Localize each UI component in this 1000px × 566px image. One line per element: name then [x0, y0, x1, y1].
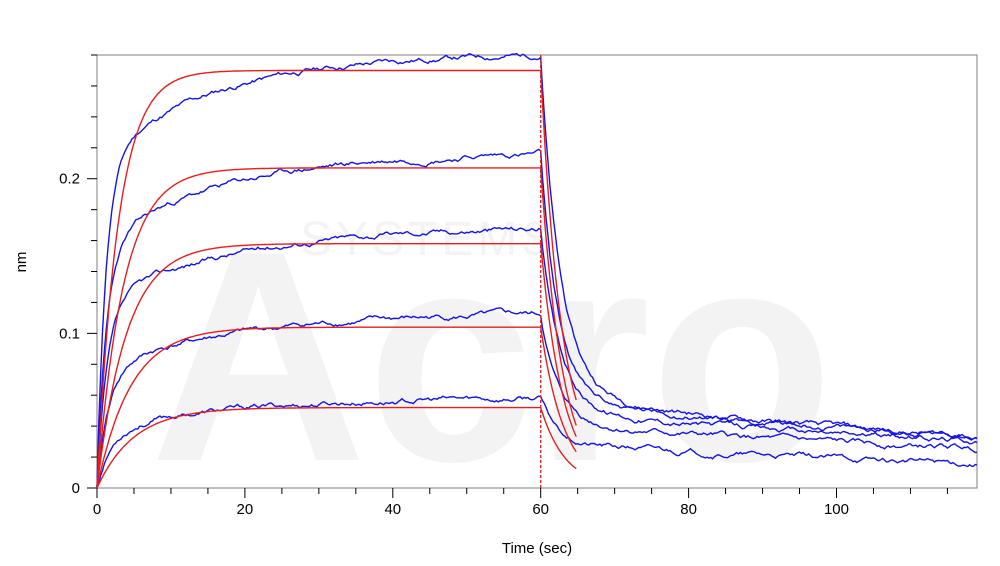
svg-text:Acro: Acro [150, 188, 834, 524]
y-axis-label: nm [13, 252, 30, 273]
x-axis-label: Time (sec) [502, 540, 572, 557]
measured-curve-1 [96, 52, 978, 488]
x-tick-label-100: 100 [824, 501, 849, 518]
x-axis-ticks [96, 488, 948, 498]
y-tick-label-0: 0 [72, 480, 80, 497]
measured-curve-2 [96, 148, 978, 489]
x-tick-label-80: 80 [680, 501, 697, 518]
x-tick-label-60: 60 [532, 501, 549, 518]
measured-curve-3 [96, 226, 978, 488]
fit-curve-3 [96, 243, 577, 489]
x-tick-label-0: 0 [93, 501, 101, 518]
svg-text:SYSTEMS: SYSTEMS [300, 213, 557, 266]
y-tick-label-0.1: 0.1 [59, 325, 80, 342]
x-tick-label-40: 40 [384, 501, 401, 518]
y-axis-tick-labels: 0 0.1 0.2 [59, 171, 80, 497]
measured-curve-4 [96, 307, 978, 487]
y-tick-label-0.2: 0.2 [59, 171, 80, 188]
fit-curve-2 [96, 167, 577, 489]
fit-curve-1 [96, 69, 577, 489]
watermark: SYSTEMS Acro [150, 188, 834, 524]
fit-curve-4 [96, 326, 577, 489]
x-tick-label-20: 20 [237, 501, 254, 518]
fit-curves [96, 69, 577, 489]
fit-curve-5 [96, 406, 577, 489]
y-axis-ticks [87, 54, 97, 489]
x-axis-tick-labels: 0 20 40 60 80 100 [93, 501, 849, 518]
